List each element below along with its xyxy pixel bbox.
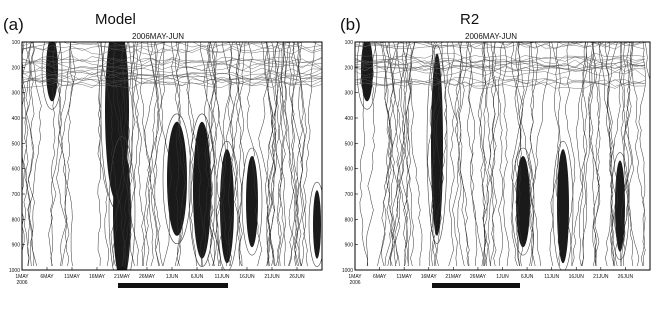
underline-bar: [118, 283, 228, 288]
shaded-region: [313, 190, 321, 258]
y-tick-label: 100: [12, 40, 21, 46]
y-tick-label: 200: [345, 65, 354, 71]
shaded-region: [220, 149, 234, 263]
x-tick-label: 26MAY: [139, 274, 156, 280]
y-tick-label: 800: [345, 217, 354, 223]
shaded-region: [46, 37, 58, 101]
x-tick-label: 11JUN: [544, 274, 559, 280]
x-tick-label: 21JUN: [593, 274, 609, 280]
x-tick-label: 16MAY: [421, 274, 438, 280]
panel-label: (a): [3, 15, 24, 34]
panel-title: Model: [95, 11, 136, 28]
x-tick-label: 1JUN: [496, 274, 509, 280]
shaded-region: [557, 149, 569, 263]
x-tick-label: 16JUN: [239, 274, 255, 280]
x-year-label: 2006: [16, 280, 27, 286]
x-year-label: 2006: [349, 280, 360, 286]
contour-line: [639, 42, 646, 266]
y-tick-label: 300: [345, 91, 354, 97]
x-tick-label: 6JUN: [191, 274, 204, 280]
y-tick-label: 400: [345, 116, 354, 122]
contour-line: [486, 42, 503, 266]
contour-line: [469, 42, 477, 266]
contour-line: [503, 42, 510, 266]
x-tick-label: 6MAY: [40, 274, 54, 280]
x-tick-label: 26JUN: [618, 274, 634, 280]
y-tick-label: 900: [12, 243, 21, 249]
contour-line: [466, 42, 483, 266]
y-tick-label: 900: [345, 243, 354, 249]
x-tick-label: 11MAY: [396, 274, 412, 280]
y-tick-label: 600: [345, 167, 354, 173]
shaded-region: [516, 156, 530, 247]
contour-plot: [20, 11, 325, 289]
contour-line: [229, 42, 241, 266]
y-tick-label: 200: [12, 65, 21, 71]
underline-bar: [432, 283, 520, 288]
contours: [20, 11, 325, 289]
shaded-region: [246, 156, 258, 247]
contour-line: [265, 42, 273, 266]
figure: (a) Model 2006MAY-JUN 100 200 300 400 500 600 700…: [0, 0, 656, 315]
x-tick-label: 16JUN: [569, 274, 585, 280]
panel-subtitle: 2006MAY-JUN: [465, 32, 517, 41]
contour-plot: [355, 29, 656, 271]
x-tick-label: 26MAY: [470, 274, 487, 280]
y-tick-label: 500: [12, 141, 21, 147]
x-tick-label: 21MAY: [114, 274, 131, 280]
shaded-region: [167, 122, 187, 236]
y-tick-label: 700: [12, 192, 21, 198]
contour-line: [458, 42, 465, 266]
contour-line: [460, 42, 470, 266]
x-tick-label: 6MAY: [373, 274, 387, 280]
contour-line: [531, 42, 550, 266]
x-tick-label: 21MAY: [445, 274, 462, 280]
panel-title: R2: [460, 11, 479, 28]
y-tick-label: 300: [12, 91, 21, 97]
x-tick-label: 21JUN: [264, 274, 280, 280]
y-tick-label: 700: [345, 192, 354, 198]
contour-line: [593, 42, 600, 266]
contours: [355, 29, 656, 271]
contour-line: [581, 42, 587, 266]
y-tick-label: 600: [12, 167, 21, 173]
contour-line: [381, 42, 393, 266]
panel-subtitle: 2006MAY-JUN: [132, 32, 184, 41]
contour-line: [455, 42, 469, 266]
contour-line: [576, 42, 586, 266]
x-tick-label: 16MAY: [89, 274, 106, 280]
x-tick-label: 1JUN: [166, 274, 179, 280]
contour-line: [389, 42, 402, 266]
contour-line: [22, 72, 322, 80]
x-tick-label: 11MAY: [64, 274, 80, 280]
contour-line: [27, 42, 35, 266]
y-tick-label: 500: [345, 141, 354, 147]
panel-label: (b): [340, 15, 361, 34]
x-tick-label: 26JUN: [289, 274, 305, 280]
x-tick-label: 11JUN: [215, 274, 230, 280]
y-tick-label: 400: [12, 116, 21, 122]
y-tick-label: 800: [12, 217, 21, 223]
y-tick-label: 100: [345, 40, 354, 46]
contour-line: [448, 42, 454, 266]
x-tick-label: 6JUN: [521, 274, 534, 280]
contour-line: [377, 42, 389, 266]
